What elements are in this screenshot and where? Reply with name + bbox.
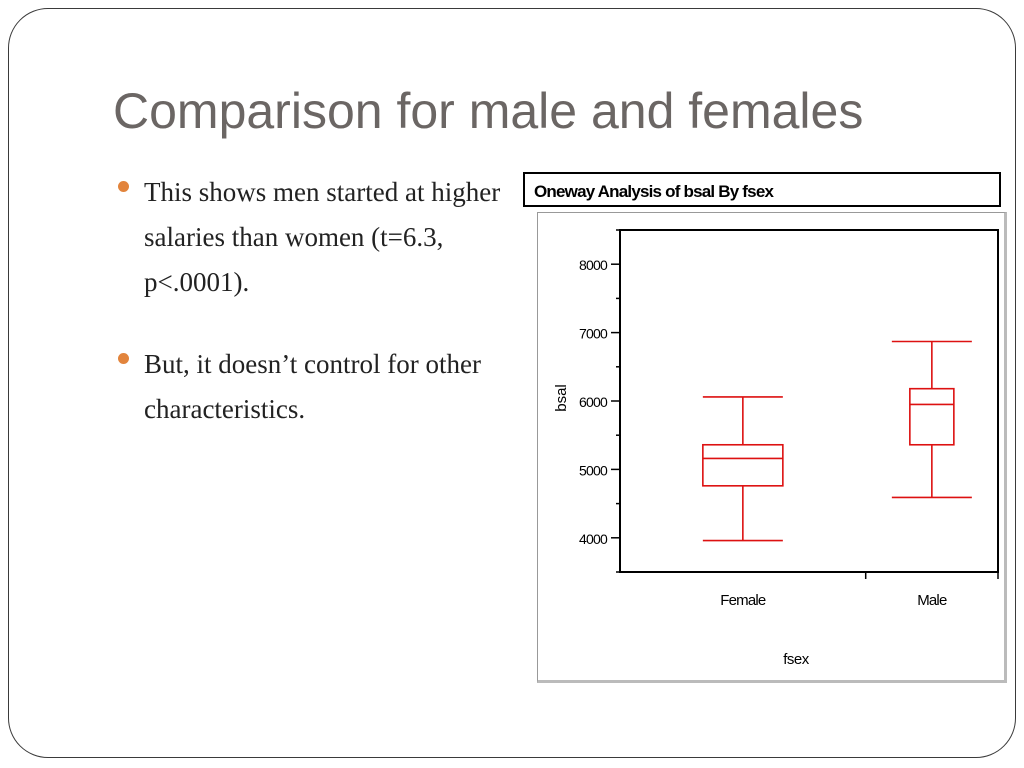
bullet-dot-icon	[118, 353, 129, 364]
y-tick-label: 5000	[579, 462, 608, 478]
report-header: Oneway Analysis of bsal By fsex	[523, 172, 1001, 207]
report-header-text: Oneway Analysis of bsal By fsex	[534, 182, 774, 201]
y-tick-label: 7000	[579, 326, 608, 342]
y-tick-label: 4000	[579, 531, 608, 547]
boxplot-chart: 4000 5000 6000 7000 8000 bsal Female Male fsex	[553, 229, 999, 668]
plot-frame	[619, 229, 999, 573]
y-tick-label: 8000	[579, 257, 608, 273]
bullet-dot-icon	[118, 181, 129, 192]
bullet-text: This shows men started at higher salarie…	[144, 177, 501, 297]
y-axis-label: bsal	[553, 384, 570, 412]
x-tick-label: Male	[917, 592, 947, 609]
bullet-item: But, it doesn’t control for other charac…	[118, 342, 513, 432]
x-axis-label: fsex	[783, 651, 810, 668]
slide-title: Comparison for male and females	[113, 83, 864, 139]
box-iqr	[702, 443, 784, 487]
bullet-list: This shows men started at higher salarie…	[118, 170, 513, 469]
bullet-text: But, it doesn’t control for other charac…	[144, 349, 481, 424]
box-iqr	[909, 387, 955, 446]
chart-panel: 4000 5000 6000 7000 8000 bsal Female Male fsex	[537, 212, 1007, 683]
x-tick-label: Female	[720, 592, 766, 609]
y-tick-label: 6000	[579, 394, 608, 410]
bullet-item: This shows men started at higher salarie…	[118, 170, 513, 305]
